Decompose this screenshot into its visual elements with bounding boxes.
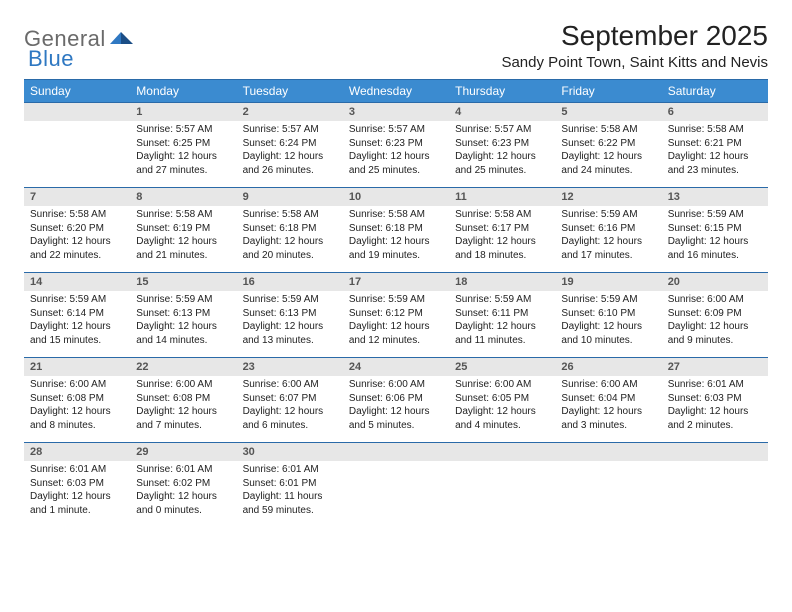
header: General September 2025 Sandy Point Town,… bbox=[24, 20, 768, 71]
day-cell: Sunrise: 6:00 AMSunset: 6:06 PMDaylight:… bbox=[343, 376, 449, 443]
daynum-row: 123456 bbox=[24, 103, 768, 122]
dow-tuesday: Tuesday bbox=[237, 80, 343, 103]
day-number: 20 bbox=[662, 273, 768, 292]
day-cell: Sunrise: 5:58 AMSunset: 6:19 PMDaylight:… bbox=[130, 206, 236, 273]
detail-row: Sunrise: 6:01 AMSunset: 6:03 PMDaylight:… bbox=[24, 461, 768, 527]
day-cell bbox=[662, 461, 768, 527]
dow-friday: Friday bbox=[555, 80, 661, 103]
day-cell: Sunrise: 5:59 AMSunset: 6:15 PMDaylight:… bbox=[662, 206, 768, 273]
day-cell: Sunrise: 5:58 AMSunset: 6:20 PMDaylight:… bbox=[24, 206, 130, 273]
day-number: 29 bbox=[130, 443, 236, 462]
day-number: 30 bbox=[237, 443, 343, 462]
daynum-row: 282930 bbox=[24, 443, 768, 462]
daynum-row: 21222324252627 bbox=[24, 358, 768, 377]
day-cell: Sunrise: 5:57 AMSunset: 6:24 PMDaylight:… bbox=[237, 121, 343, 188]
month-title: September 2025 bbox=[501, 20, 768, 52]
day-number: 17 bbox=[343, 273, 449, 292]
day-cell: Sunrise: 6:00 AMSunset: 6:05 PMDaylight:… bbox=[449, 376, 555, 443]
day-cell: Sunrise: 6:00 AMSunset: 6:09 PMDaylight:… bbox=[662, 291, 768, 358]
day-cell: Sunrise: 5:59 AMSunset: 6:14 PMDaylight:… bbox=[24, 291, 130, 358]
day-cell bbox=[449, 461, 555, 527]
day-cell: Sunrise: 5:58 AMSunset: 6:21 PMDaylight:… bbox=[662, 121, 768, 188]
day-cell: Sunrise: 5:59 AMSunset: 6:13 PMDaylight:… bbox=[237, 291, 343, 358]
day-cell: Sunrise: 6:01 AMSunset: 6:03 PMDaylight:… bbox=[24, 461, 130, 527]
day-number bbox=[555, 443, 661, 462]
day-cell: Sunrise: 6:00 AMSunset: 6:07 PMDaylight:… bbox=[237, 376, 343, 443]
day-cell: Sunrise: 5:58 AMSunset: 6:18 PMDaylight:… bbox=[237, 206, 343, 273]
title-block: September 2025 Sandy Point Town, Saint K… bbox=[501, 20, 768, 71]
logo-blue: Blue bbox=[28, 46, 74, 71]
day-number: 8 bbox=[130, 188, 236, 207]
logo-blue-wrap: Blue bbox=[28, 46, 74, 72]
day-number: 16 bbox=[237, 273, 343, 292]
day-cell: Sunrise: 6:01 AMSunset: 6:01 PMDaylight:… bbox=[237, 461, 343, 527]
day-number: 25 bbox=[449, 358, 555, 377]
day-number bbox=[343, 443, 449, 462]
day-number: 28 bbox=[24, 443, 130, 462]
daynum-row: 14151617181920 bbox=[24, 273, 768, 292]
day-number: 4 bbox=[449, 103, 555, 122]
day-cell: Sunrise: 6:01 AMSunset: 6:03 PMDaylight:… bbox=[662, 376, 768, 443]
day-cell: Sunrise: 5:58 AMSunset: 6:17 PMDaylight:… bbox=[449, 206, 555, 273]
logo-mark-icon bbox=[110, 28, 134, 51]
day-cell: Sunrise: 6:01 AMSunset: 6:02 PMDaylight:… bbox=[130, 461, 236, 527]
day-number: 1 bbox=[130, 103, 236, 122]
calendar-page: General September 2025 Sandy Point Town,… bbox=[0, 0, 792, 612]
detail-row: Sunrise: 6:00 AMSunset: 6:08 PMDaylight:… bbox=[24, 376, 768, 443]
day-number: 24 bbox=[343, 358, 449, 377]
dow-sunday: Sunday bbox=[24, 80, 130, 103]
day-cell: Sunrise: 5:59 AMSunset: 6:13 PMDaylight:… bbox=[130, 291, 236, 358]
day-number: 3 bbox=[343, 103, 449, 122]
day-number: 11 bbox=[449, 188, 555, 207]
day-cell bbox=[555, 461, 661, 527]
day-number: 14 bbox=[24, 273, 130, 292]
day-cell: Sunrise: 5:58 AMSunset: 6:18 PMDaylight:… bbox=[343, 206, 449, 273]
day-number bbox=[662, 443, 768, 462]
calendar-table: Sunday Monday Tuesday Wednesday Thursday… bbox=[24, 79, 768, 527]
day-number: 5 bbox=[555, 103, 661, 122]
day-cell bbox=[343, 461, 449, 527]
dow-wednesday: Wednesday bbox=[343, 80, 449, 103]
day-cell: Sunrise: 5:59 AMSunset: 6:10 PMDaylight:… bbox=[555, 291, 661, 358]
day-number: 2 bbox=[237, 103, 343, 122]
detail-row: Sunrise: 5:57 AMSunset: 6:25 PMDaylight:… bbox=[24, 121, 768, 188]
day-number: 12 bbox=[555, 188, 661, 207]
day-number bbox=[449, 443, 555, 462]
calendar-body: 123456Sunrise: 5:57 AMSunset: 6:25 PMDay… bbox=[24, 103, 768, 528]
day-number: 26 bbox=[555, 358, 661, 377]
day-number bbox=[24, 103, 130, 122]
day-cell: Sunrise: 5:59 AMSunset: 6:12 PMDaylight:… bbox=[343, 291, 449, 358]
dow-row: Sunday Monday Tuesday Wednesday Thursday… bbox=[24, 80, 768, 103]
day-number: 21 bbox=[24, 358, 130, 377]
dow-thursday: Thursday bbox=[449, 80, 555, 103]
day-cell: Sunrise: 5:59 AMSunset: 6:11 PMDaylight:… bbox=[449, 291, 555, 358]
day-number: 27 bbox=[662, 358, 768, 377]
day-number: 22 bbox=[130, 358, 236, 377]
detail-row: Sunrise: 5:58 AMSunset: 6:20 PMDaylight:… bbox=[24, 206, 768, 273]
daynum-row: 78910111213 bbox=[24, 188, 768, 207]
location: Sandy Point Town, Saint Kitts and Nevis bbox=[501, 54, 768, 71]
day-number: 23 bbox=[237, 358, 343, 377]
day-cell: Sunrise: 5:57 AMSunset: 6:23 PMDaylight:… bbox=[449, 121, 555, 188]
day-number: 18 bbox=[449, 273, 555, 292]
day-cell: Sunrise: 5:59 AMSunset: 6:16 PMDaylight:… bbox=[555, 206, 661, 273]
day-cell bbox=[24, 121, 130, 188]
day-number: 7 bbox=[24, 188, 130, 207]
day-cell: Sunrise: 6:00 AMSunset: 6:04 PMDaylight:… bbox=[555, 376, 661, 443]
day-cell: Sunrise: 6:00 AMSunset: 6:08 PMDaylight:… bbox=[130, 376, 236, 443]
detail-row: Sunrise: 5:59 AMSunset: 6:14 PMDaylight:… bbox=[24, 291, 768, 358]
day-cell: Sunrise: 5:58 AMSunset: 6:22 PMDaylight:… bbox=[555, 121, 661, 188]
day-number: 10 bbox=[343, 188, 449, 207]
dow-saturday: Saturday bbox=[662, 80, 768, 103]
dow-monday: Monday bbox=[130, 80, 236, 103]
day-number: 19 bbox=[555, 273, 661, 292]
day-cell: Sunrise: 6:00 AMSunset: 6:08 PMDaylight:… bbox=[24, 376, 130, 443]
day-cell: Sunrise: 5:57 AMSunset: 6:23 PMDaylight:… bbox=[343, 121, 449, 188]
day-number: 13 bbox=[662, 188, 768, 207]
day-cell: Sunrise: 5:57 AMSunset: 6:25 PMDaylight:… bbox=[130, 121, 236, 188]
day-number: 6 bbox=[662, 103, 768, 122]
day-number: 9 bbox=[237, 188, 343, 207]
day-number: 15 bbox=[130, 273, 236, 292]
